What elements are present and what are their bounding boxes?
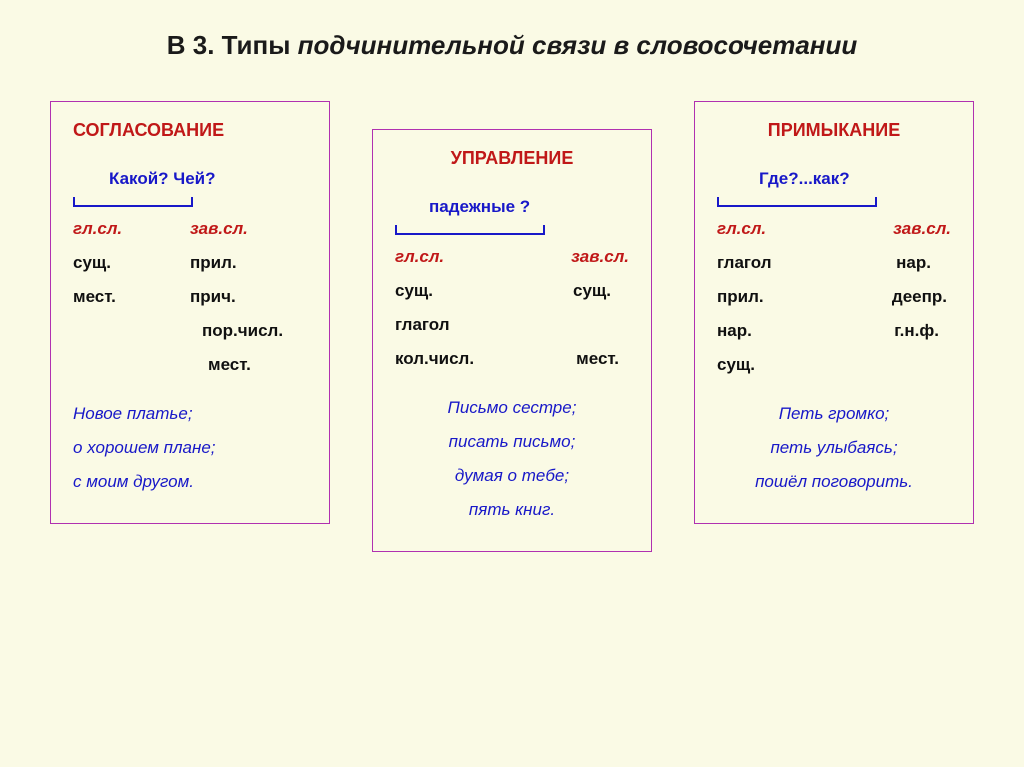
pos-row: пор.числ. — [73, 321, 307, 341]
examples: Петь громко; петь улыбаясь; пошёл погово… — [717, 397, 951, 499]
pos-row: мест. — [73, 355, 307, 375]
gl-zav-row: гл.сл. зав.сл. — [717, 219, 951, 239]
box-title: ПРИМЫКАНИЕ — [717, 120, 951, 141]
title-prefix: В 3. — [167, 30, 222, 60]
pos-row: нар.г.н.ф. — [717, 321, 951, 341]
page-title: В 3. Типы подчинительной связи в словосо… — [50, 30, 974, 61]
questions: Какой? Чей? — [73, 169, 307, 189]
zav-label: зав.сл. — [512, 247, 629, 267]
title-main: Типы — [222, 30, 298, 60]
pos-row: глаголнар. — [717, 253, 951, 273]
arrow — [73, 197, 307, 217]
box-government: УПРАВЛЕНИЕ падежные ? гл.сл. зав.сл. сущ… — [372, 129, 652, 552]
arrow — [717, 197, 951, 217]
pos-row: прил.деепр. — [717, 287, 951, 307]
gl-label: гл.сл. — [73, 219, 190, 239]
boxes-container: СОГЛАСОВАНИЕ Какой? Чей? гл.сл. зав.сл. … — [50, 101, 974, 552]
zav-label: зав.сл. — [834, 219, 951, 239]
pos-row: сущ.прил. — [73, 253, 307, 273]
gl-zav-row: гл.сл. зав.сл. — [73, 219, 307, 239]
box-adjoining: ПРИМЫКАНИЕ Где?...как? гл.сл. зав.сл. гл… — [694, 101, 974, 524]
pos-row: сущ.сущ. — [395, 281, 629, 301]
title-italic: подчинительной связи в словосочетании — [298, 30, 858, 60]
questions: падежные ? — [395, 197, 629, 217]
pos-row: мест.прич. — [73, 287, 307, 307]
pos-row: глагол — [395, 315, 629, 335]
box-title: УПРАВЛЕНИЕ — [395, 148, 629, 169]
pos-row: кол.числ.мест. — [395, 349, 629, 369]
box-agreement: СОГЛАСОВАНИЕ Какой? Чей? гл.сл. зав.сл. … — [50, 101, 330, 524]
arrow — [395, 225, 629, 245]
examples: Письмо сестре; писать письмо; думая о те… — [395, 391, 629, 527]
gl-label: гл.сл. — [717, 219, 834, 239]
gl-label: гл.сл. — [395, 247, 512, 267]
pos-row: сущ. — [717, 355, 951, 375]
gl-zav-row: гл.сл. зав.сл. — [395, 247, 629, 267]
box-title: СОГЛАСОВАНИЕ — [73, 120, 307, 141]
examples: Новое платье; о хорошем плане; с моим др… — [73, 397, 307, 499]
zav-label: зав.сл. — [190, 219, 307, 239]
questions: Где?...как? — [717, 169, 951, 189]
